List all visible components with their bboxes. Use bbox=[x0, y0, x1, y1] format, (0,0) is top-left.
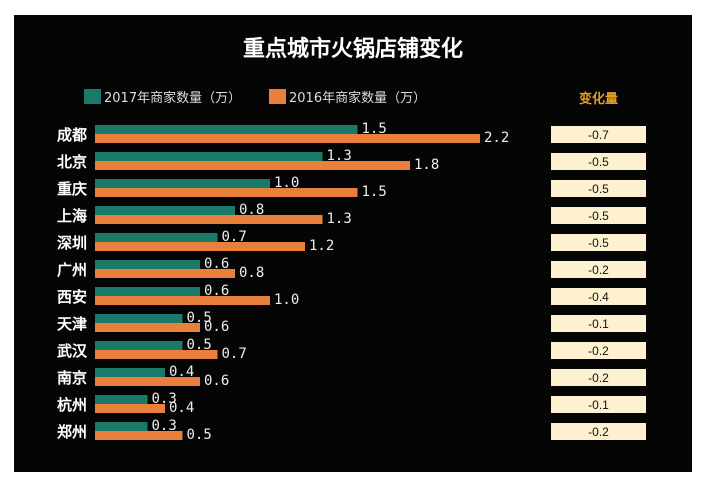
change-box bbox=[551, 153, 646, 170]
bar-2017 bbox=[95, 233, 218, 242]
category-label: 西安 bbox=[57, 288, 87, 306]
change-box bbox=[551, 234, 646, 251]
bar-2016 bbox=[95, 215, 323, 224]
change-box bbox=[551, 342, 646, 359]
legend-label-2016: 2016年商家数量（万） bbox=[289, 91, 427, 106]
category-label: 广州 bbox=[57, 261, 87, 279]
bar-2016 bbox=[95, 161, 410, 170]
change-box bbox=[551, 315, 646, 332]
change-value: -0.2 bbox=[588, 263, 609, 277]
change-box bbox=[551, 207, 646, 224]
bar-2016 bbox=[95, 242, 305, 251]
data-label: 0.6 bbox=[204, 319, 229, 335]
data-label: 0.8 bbox=[239, 202, 264, 218]
bar-2016 bbox=[95, 188, 358, 197]
data-label: 0.5 bbox=[187, 427, 212, 443]
data-label: 1.3 bbox=[327, 148, 352, 164]
data-label: 1.0 bbox=[274, 175, 299, 191]
category-label: 重庆 bbox=[57, 180, 87, 198]
data-label: 1.3 bbox=[327, 211, 352, 227]
change-value: -0.5 bbox=[588, 209, 609, 223]
change-box bbox=[551, 261, 646, 278]
data-label: 2.2 bbox=[484, 130, 509, 146]
legend-swatch-2017 bbox=[84, 89, 101, 104]
change-value: -0.1 bbox=[588, 317, 609, 331]
legend-label-2017: 2017年商家数量（万） bbox=[104, 91, 242, 106]
chart-title: 重点城市火锅店铺变化 bbox=[242, 37, 463, 62]
bar-2017 bbox=[95, 152, 323, 161]
category-label: 深圳 bbox=[57, 234, 87, 252]
bar-2016 bbox=[95, 134, 480, 143]
data-label: 1.8 bbox=[414, 157, 439, 173]
change-value: -0.2 bbox=[588, 371, 609, 385]
change-box bbox=[551, 180, 646, 197]
data-label: 0.6 bbox=[204, 283, 229, 299]
data-label: 1.0 bbox=[274, 292, 299, 308]
bar-2017 bbox=[95, 125, 358, 134]
data-label: 0.6 bbox=[204, 373, 229, 389]
category-label: 武汉 bbox=[57, 342, 88, 360]
chart-panel: 重点城市火锅店铺变化 2017年商家数量（万） 2016年商家数量（万） 变化量… bbox=[14, 15, 692, 472]
change-value: -0.2 bbox=[588, 425, 609, 439]
data-label: 0.4 bbox=[169, 364, 194, 380]
category-label: 成都 bbox=[57, 126, 87, 144]
bar-2016 bbox=[95, 404, 165, 413]
data-label: 0.6 bbox=[204, 256, 229, 272]
bar-plot: 成都 1.5 2.2 -0.7 北京 1.3 1.8 -0.5 重庆 1.0 1.5 -0.5 上海 0.… bbox=[57, 121, 646, 443]
bar-2017 bbox=[95, 287, 200, 296]
change-box bbox=[551, 369, 646, 386]
bar-2016 bbox=[95, 323, 200, 332]
data-label: 0.7 bbox=[222, 346, 247, 362]
data-label: 1.5 bbox=[362, 184, 387, 200]
bar-2017 bbox=[95, 341, 183, 350]
change-box bbox=[551, 126, 646, 143]
bar-2017 bbox=[95, 206, 235, 215]
data-label: 0.5 bbox=[187, 310, 212, 326]
legend-item-2016: 2016年商家数量（万） bbox=[269, 87, 426, 106]
category-label: 天津 bbox=[57, 315, 87, 333]
data-label: 0.8 bbox=[239, 265, 264, 281]
bar-2016 bbox=[95, 431, 183, 440]
bar-2017 bbox=[95, 422, 148, 431]
change-box bbox=[551, 288, 646, 305]
data-label: 1.2 bbox=[309, 238, 334, 254]
change-value: -0.7 bbox=[588, 128, 609, 142]
data-label: 0.5 bbox=[187, 337, 212, 353]
category-label: 北京 bbox=[57, 153, 87, 171]
change-value: -0.5 bbox=[588, 155, 609, 169]
legend-swatch-2016 bbox=[269, 89, 286, 104]
category-label: 郑州 bbox=[57, 423, 87, 441]
change-value: -0.5 bbox=[588, 236, 609, 250]
change-value: -0.4 bbox=[588, 290, 609, 304]
legend-item-2017: 2017年商家数量（万） bbox=[84, 87, 241, 106]
data-label: 1.5 bbox=[362, 121, 387, 137]
category-label: 杭州 bbox=[57, 396, 87, 414]
bar-2016 bbox=[95, 269, 235, 278]
bar-2017 bbox=[95, 179, 270, 188]
data-label: 0.3 bbox=[152, 391, 177, 407]
change-value: -0.1 bbox=[588, 398, 609, 412]
change-value: -0.5 bbox=[588, 182, 609, 196]
change-value: -0.2 bbox=[588, 344, 609, 358]
change-box bbox=[551, 423, 646, 440]
change-header: 变化量 bbox=[578, 92, 618, 107]
bar-2016 bbox=[95, 377, 200, 386]
category-label: 南京 bbox=[57, 369, 87, 387]
bar-2016 bbox=[95, 350, 218, 359]
bar-2017 bbox=[95, 260, 200, 269]
bar-2016 bbox=[95, 296, 270, 305]
category-label: 上海 bbox=[57, 207, 87, 225]
data-label: 0.3 bbox=[152, 418, 177, 434]
bar-2017 bbox=[95, 314, 183, 323]
change-box bbox=[551, 396, 646, 413]
bar-2017 bbox=[95, 368, 165, 377]
data-label: 0.7 bbox=[222, 229, 247, 245]
bar-2017 bbox=[95, 395, 148, 404]
data-label: 0.4 bbox=[169, 400, 194, 416]
